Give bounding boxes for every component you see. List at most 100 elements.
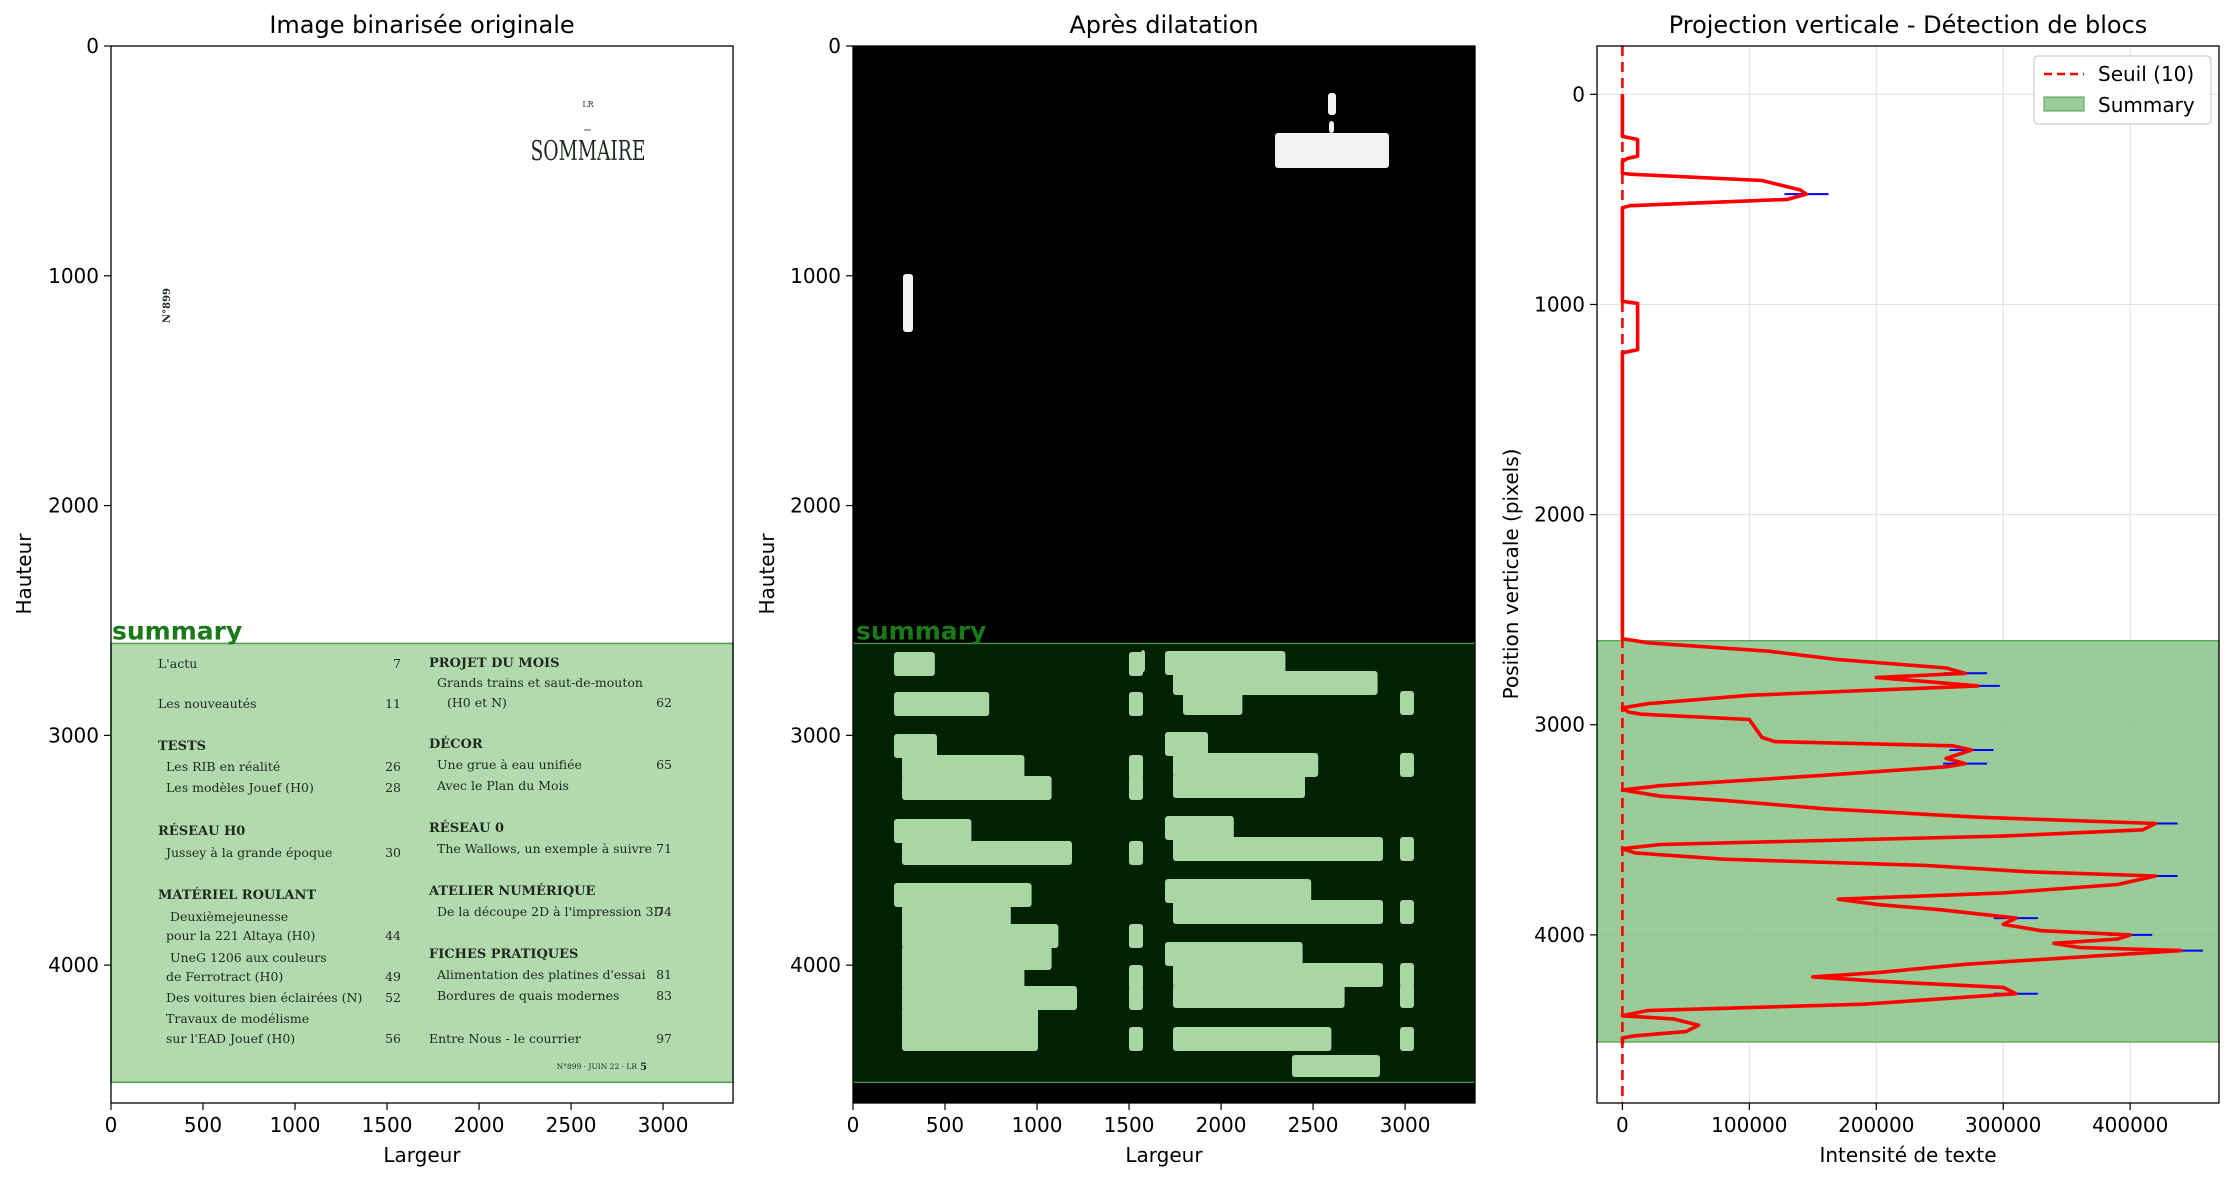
toc-left-entry: MATÉRIEL ROULANT xyxy=(158,887,316,903)
panel3-summary-region xyxy=(1596,640,2220,1043)
panel3-y-ticks: 0 1000 2000 3000 4000 xyxy=(1534,82,1597,947)
dilated-block xyxy=(902,776,1052,800)
p3-xtick-label: 0 xyxy=(1616,1113,1629,1137)
toc-left-page: 26 xyxy=(385,759,401,774)
p3-ytick-label: 4000 xyxy=(1534,923,1585,947)
dilated-block xyxy=(1173,837,1383,861)
p3-xtick-label: 300000 xyxy=(1965,1113,2041,1137)
panel2-y-ticks: 0 1000 2000 3000 4000 xyxy=(790,34,853,977)
toc-right-entry: DÉCOR xyxy=(429,736,483,752)
toc-right-entry: Alimentation des platines d'essai xyxy=(436,967,646,982)
toc-left-entry: UneG 1206 aux couleurs xyxy=(170,950,327,965)
dilated-block xyxy=(902,1027,1038,1051)
dilated-block xyxy=(902,986,1077,1010)
panel1-summary-region xyxy=(110,642,734,1084)
dilated-block xyxy=(1129,1027,1143,1051)
doc-footer-page: 5 xyxy=(640,1062,647,1073)
p2-ytick-label: 1000 xyxy=(790,264,841,288)
panel2-xlabel: Largeur xyxy=(1125,1143,1203,1167)
toc-right-page: 62 xyxy=(656,695,672,710)
doc-side-number: N°899 xyxy=(162,288,173,323)
panel2-title: Après dilatation xyxy=(1069,11,1258,39)
dilated-block xyxy=(894,652,935,676)
panel3-ylabel: Position verticale (pixels) xyxy=(1499,449,1523,700)
dilated-block xyxy=(1400,984,1414,1008)
panel-projection: Projection verticale - Détection de bloc… xyxy=(1499,11,2220,1167)
p1-xtick-label: 1500 xyxy=(362,1113,413,1137)
panel1-x-ticks: 0 500 1000 1500 2000 2500 3000 xyxy=(105,1103,689,1137)
dilated-block xyxy=(894,734,937,758)
toc-right-page: 83 xyxy=(656,988,672,1003)
toc-right-entry: Une grue à eau unifiée xyxy=(437,757,582,772)
dilated-block xyxy=(1165,732,1208,756)
p2-xtick-label: 2500 xyxy=(1288,1113,1339,1137)
doc-left-column: L'actu 7 Les nouveautés 11 TESTS Les RIB en r… xyxy=(158,656,401,1046)
toc-left-page: 44 xyxy=(385,928,401,943)
panel1-xlabel: Largeur xyxy=(383,1143,461,1167)
dilated-block xyxy=(1173,671,1378,695)
p3-xtick-label: 200000 xyxy=(1838,1113,1914,1137)
dilated-block xyxy=(1129,986,1143,1010)
dilated-text-blocks xyxy=(894,93,1414,1077)
dilated-block xyxy=(902,946,1052,970)
toc-left-entry: Les modèles Jouef (H0) xyxy=(166,780,314,795)
p2-xtick-label: 3000 xyxy=(1380,1113,1431,1137)
panel3-x-ticks: 0 100000 200000 300000 400000 xyxy=(1616,1103,2168,1137)
dilated-block xyxy=(902,841,1072,865)
dilated-block xyxy=(1183,691,1243,715)
p2-xtick-label: 0 xyxy=(847,1113,860,1137)
p1-ytick-label: 1000 xyxy=(48,264,99,288)
dilated-block xyxy=(1400,837,1414,861)
toc-right-entry: Entre Nous - le courrier xyxy=(429,1031,581,1046)
doc-header-small: LR xyxy=(582,100,594,109)
p2-ytick-label: 4000 xyxy=(790,953,841,977)
legend-threshold-label: Seuil (10) xyxy=(2098,62,2194,86)
toc-left-page: 7 xyxy=(393,656,401,671)
panel3-xlabel: Intensité de texte xyxy=(1819,1143,1996,1167)
dilated-block xyxy=(1173,984,1345,1008)
toc-left-entry: RÉSEAU H0 xyxy=(158,823,245,839)
toc-left-page: 30 xyxy=(385,845,401,860)
toc-right-entry: Avec le Plan du Mois xyxy=(436,778,569,793)
toc-right-entry: FICHES PRATIQUES xyxy=(429,947,578,962)
panel3-title: Projection verticale - Détection de bloc… xyxy=(1669,11,2148,39)
panel1-y-ticks: 0 1000 2000 3000 4000 xyxy=(48,34,111,977)
toc-left-entry: de Ferrotract (H0) xyxy=(166,969,283,984)
dilated-block xyxy=(1400,900,1414,924)
toc-left-page: 49 xyxy=(385,969,401,984)
panel-original: Image binarisée originale summary LR SOM… xyxy=(12,11,734,1167)
p1-xtick-label: 2000 xyxy=(454,1113,505,1137)
toc-right-page: 71 xyxy=(656,841,672,856)
dilated-block xyxy=(894,819,972,843)
toc-left-entry: Deuxièmejeunesse xyxy=(170,909,288,924)
toc-right-entry: De la découpe 2D à l'impression 3D xyxy=(437,904,664,919)
dilated-block xyxy=(902,755,1025,779)
toc-left-entry: pour la 221 Altaya (H0) xyxy=(166,928,315,943)
toc-right-entry: (H0 et N) xyxy=(447,695,507,710)
dilated-block xyxy=(1129,755,1143,779)
legend-summary-label: Summary xyxy=(2098,93,2195,117)
dilated-block xyxy=(1165,816,1234,840)
dilated-block xyxy=(1173,1027,1332,1051)
dilated-block xyxy=(902,905,1011,929)
dilated-block xyxy=(1328,93,1336,115)
dilated-block xyxy=(1129,692,1143,716)
dilated-block xyxy=(1165,879,1312,903)
p3-ytick-label: 2000 xyxy=(1534,503,1585,527)
toc-left-entry: TESTS xyxy=(158,739,206,754)
doc-footer: N°899 · JUIN 22 · LR xyxy=(557,1062,638,1071)
toc-right-entry: RÉSEAU 0 xyxy=(429,820,504,836)
panel2-frame xyxy=(852,45,1476,1104)
dilated-block xyxy=(1173,900,1383,924)
toc-left-page: 28 xyxy=(385,780,401,795)
dilated-block xyxy=(1165,942,1303,966)
toc-left-entry: Travaux de modélisme xyxy=(166,1011,309,1026)
document-page: LR SOMMAIRE N°899 L'actu 7 Les nouveautés 1… xyxy=(158,100,672,1073)
p3-xtick-label: 400000 xyxy=(2092,1113,2168,1137)
legend-summary-swatch xyxy=(2043,96,2085,112)
p2-xtick-label: 2000 xyxy=(1196,1113,1247,1137)
dilated-block xyxy=(1400,1027,1414,1051)
dilated-block xyxy=(1129,924,1143,948)
dilated-block xyxy=(903,274,913,332)
toc-right-page: 81 xyxy=(656,967,672,982)
